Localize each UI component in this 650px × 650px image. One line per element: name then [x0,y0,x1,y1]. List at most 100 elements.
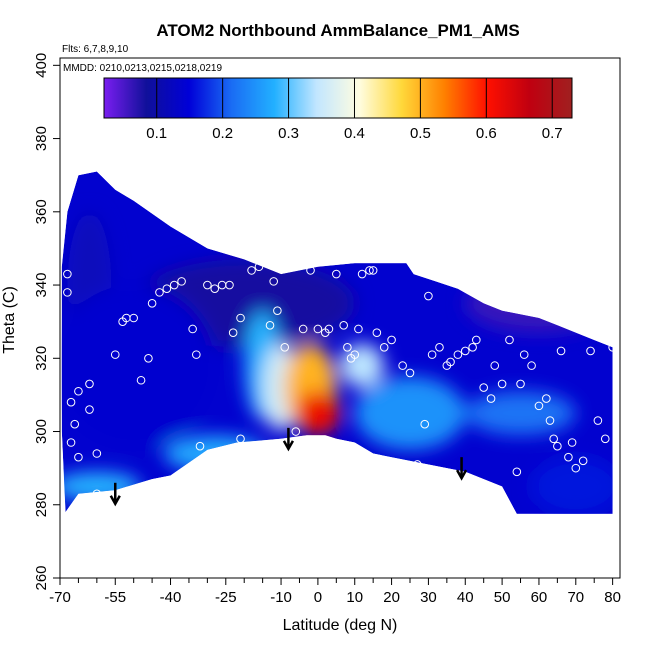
arrow [109,482,121,507]
sample-point [486,394,496,403]
sample-point [387,335,396,345]
sample-point [74,386,83,396]
sample-point [497,379,507,389]
sample-point [70,419,80,429]
sample-point [564,452,573,462]
sample-point [92,489,102,499]
colorbar-tick-label: 0.7 [542,125,563,142]
colorbar-tick-label: 0.5 [410,125,431,142]
colorbar-tick-label: 0.6 [476,125,497,142]
x-tick-label: 10 [346,589,363,606]
x-axis: -70 -55 -40 -25 -10 0 10 20 30 40 50 60 70 80 [49,577,621,606]
sample-point [479,383,488,392]
sample-point [512,467,522,477]
arrows [109,427,468,507]
sample-point [446,357,455,367]
sample-point [63,269,72,279]
x-tick-label: -25 [215,589,237,606]
x-tick-label: 0 [314,589,322,606]
sample-point [405,368,415,378]
sample-point [593,416,603,425]
flights-annotation: Flts: 6,7,8,9,10 [62,44,129,55]
date-annotation: MMDD: 0210,0213,0215,0218,0219 [63,63,222,74]
arrow [455,457,468,481]
sample-point [192,350,201,359]
x-tick-label: 30 [420,589,437,606]
sample-point [92,449,102,458]
plot-area: MMDD: 0210,0213,0215,0218,0219 0.1 0.2 0.3… [59,57,621,579]
colorbar-tick-label: 0.4 [344,125,365,142]
sample-point [147,299,157,308]
x-tick-label: 20 [383,589,400,606]
sample-point [545,416,555,425]
field-blob [354,376,466,450]
field-blob [340,343,385,388]
sample-point [177,277,186,286]
y-tick-label: 300 [33,419,50,444]
sample-point [586,346,595,356]
sample-point [368,266,378,275]
sample-point [74,452,83,462]
arrow [282,427,295,452]
sample-point [188,324,197,334]
y-axis-label: Theta (C) [1,286,18,354]
sample-point [372,328,382,337]
sample-point [85,405,94,414]
sample-point [435,342,444,352]
sample-point [542,394,551,403]
sample-point [236,313,245,323]
x-tick-label: -70 [49,589,71,606]
sample-point [332,269,341,279]
y-tick-label: 380 [33,126,50,151]
y-tick-label: 340 [33,273,50,298]
sample-point [567,438,577,447]
heatmap-field [61,171,613,514]
x-tick-label: 40 [457,589,474,606]
colorbar-tick-label: 0.3 [278,125,299,142]
sample-point [460,346,470,356]
field-blob [61,285,215,447]
sample-point [306,266,315,275]
sample-point [210,284,220,294]
x-tick-label: -55 [104,589,126,606]
sample-point [265,321,275,330]
sample-point [527,361,536,370]
colorbar-tick-label: 0.2 [212,125,233,142]
sample-point [516,379,525,389]
sample-point [247,266,256,275]
colorbar: 0.1 0.2 0.3 0.4 0.5 0.6 0.7 [103,77,573,142]
sample-point [280,342,290,352]
sample-point [505,335,514,345]
sample-point [155,288,164,297]
sample-point [357,269,367,279]
y-tick-label: 260 [33,565,50,590]
colorbar-tick-label: 0.1 [146,125,167,142]
sample-point [291,427,301,436]
sample-point [324,324,334,334]
sample-point [225,280,234,290]
sample-point [424,291,433,301]
field-blob [163,435,267,472]
sample-point [427,350,437,359]
sample-point [413,460,422,469]
field-blob [295,391,340,436]
sample-point [273,306,282,315]
sample-point [468,342,477,352]
sample-point [63,288,72,297]
sample-point [313,324,323,334]
sample-point [578,456,588,466]
field-blob [61,471,142,502]
y-tick-label: 280 [33,492,50,517]
sample-point [549,434,558,444]
sample-points [63,255,617,499]
x-axis-label: Latitude (deg N) [283,617,398,634]
sample-point [339,321,348,330]
chart-title: ATOM2 Northbound AmmBalance_PM1_AMS [156,21,519,40]
y-tick-label: 400 [33,53,50,78]
sample-point [553,441,562,451]
x-tick-label: 80 [604,589,621,606]
colorbar-gradient [103,77,573,119]
sample-point [490,361,500,370]
field-blob [465,391,576,436]
